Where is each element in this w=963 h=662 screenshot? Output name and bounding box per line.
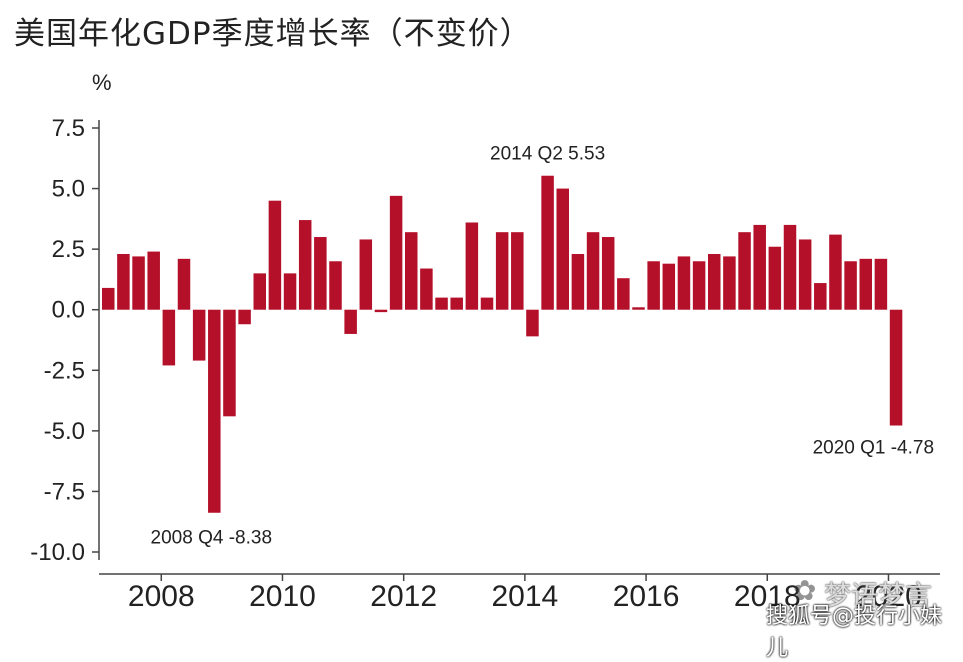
x-tick-label-2012: 2012: [370, 580, 437, 613]
bar-2011-q4: [389, 195, 403, 310]
y-axis: 7.5 5.0 2.5 0.0 -2.5 -5.0 -7.5 -10.0: [30, 115, 100, 566]
chart-title: 美国年化GDP季度增长率（不变价）: [14, 16, 532, 52]
bar-2020-q1: [889, 309, 903, 426]
bar-2019-q3: [859, 258, 872, 310]
bar-2017-q2: [723, 256, 736, 310]
bar-2008-q3: [192, 309, 206, 361]
bar-2016-q3: [677, 256, 691, 310]
wechat-icon: ✿: [793, 574, 817, 607]
bar-2009-q2: [238, 309, 251, 325]
x-axis: 2008 2010 2012 2014 2016 2018 2020: [99, 573, 940, 613]
bar-2008-q1: [162, 309, 176, 366]
bar-2015-q3: [617, 278, 630, 310]
bar-2008-q4: [208, 309, 221, 513]
bar-2012-q4: [450, 297, 463, 310]
annotation-label: 2020 Q1 -4.78: [813, 438, 934, 459]
x-tick-label-2016: 2016: [613, 580, 680, 613]
gdp-bar-chart: % 7.5 5.0 2.5 0.0 -2.5 -5.0 -7.5 -10.0 2008 2010…: [30, 70, 940, 613]
x-tick-label-2020: 2020: [855, 580, 922, 613]
bar-2018-q2: [783, 224, 797, 310]
bar-2010-q2: [298, 220, 312, 310]
y-tick-label: 0.0: [52, 297, 85, 324]
annotation-label: 2014 Q2 5.53: [490, 144, 605, 165]
bar-2007-q4: [147, 251, 160, 310]
bar-2014-q2: [541, 175, 554, 310]
bar-2016-q2: [662, 263, 676, 310]
bar-2010-q4: [329, 261, 342, 310]
bar-2017-q3: [738, 232, 751, 310]
bar-2017-q1: [708, 253, 721, 310]
bar-2009-q1: [223, 309, 236, 417]
bar-2018-q4: [814, 283, 827, 310]
bar-2013-q2: [480, 297, 494, 310]
bar-2014-q4: [571, 253, 585, 310]
bar-2011-q3: [374, 309, 388, 313]
bar-2019-q2: [844, 261, 857, 310]
y-tick-label: 2.5: [52, 236, 85, 263]
x-tick-label-2014: 2014: [492, 580, 559, 613]
y-axis-unit: %: [92, 70, 112, 95]
bar-2009-q4: [268, 200, 282, 310]
bar-2007-q2: [117, 253, 130, 310]
watermark-credit: 搜狐号@投行小妹儿: [766, 604, 943, 661]
bar-2012-q2: [420, 268, 433, 310]
y-tick-label: -7.5: [44, 478, 85, 505]
y-tick-label: 5.0: [52, 176, 85, 203]
x-tick-label-2010: 2010: [249, 580, 316, 613]
annotations: 2008 Q4 -8.38 2014 Q2 5.53 2020 Q1 -4.78: [151, 144, 934, 549]
bar-2019-q4: [874, 258, 888, 310]
bar-2017-q4: [753, 224, 766, 310]
bar-2007-q1: [102, 287, 115, 310]
bar-2016-q1: [647, 261, 660, 310]
bar-2007-q3: [132, 256, 145, 310]
watermark-text: 梦语梦言: [824, 581, 932, 612]
y-tick-label: 7.5: [52, 115, 85, 142]
bar-2012-q3: [435, 297, 448, 310]
y-tick-label: -10.0: [30, 539, 85, 566]
bar-2014-q3: [556, 188, 569, 310]
bar-2015-q4: [632, 307, 645, 310]
bar-2011-q1: [344, 309, 357, 334]
x-tick-label-2018: 2018: [734, 580, 801, 613]
bar-2013-q4: [511, 232, 524, 310]
bar-2012-q1: [405, 232, 418, 310]
bar-2015-q2: [601, 237, 615, 310]
bar-2010-q3: [314, 237, 327, 310]
bar-2010-q1: [283, 273, 297, 310]
x-tick-label-2008: 2008: [128, 580, 195, 613]
bar-2019-q1: [829, 234, 842, 310]
annotation-label: 2008 Q4 -8.38: [151, 528, 272, 549]
bars: [102, 175, 903, 513]
y-tick-label: -2.5: [44, 357, 85, 384]
bar-2008-q2: [177, 258, 191, 310]
bar-2013-q1: [465, 222, 479, 310]
bar-2016-q4: [692, 261, 706, 310]
bar-2011-q2: [359, 239, 373, 310]
bar-2018-q3: [798, 239, 812, 310]
bar-2013-q3: [495, 232, 509, 310]
bar-2015-q1: [586, 232, 600, 310]
bar-2009-q3: [253, 273, 266, 310]
bar-2014-q1: [526, 309, 539, 337]
bar-2018-q1: [768, 246, 782, 310]
y-tick-label: -5.0: [44, 418, 85, 445]
